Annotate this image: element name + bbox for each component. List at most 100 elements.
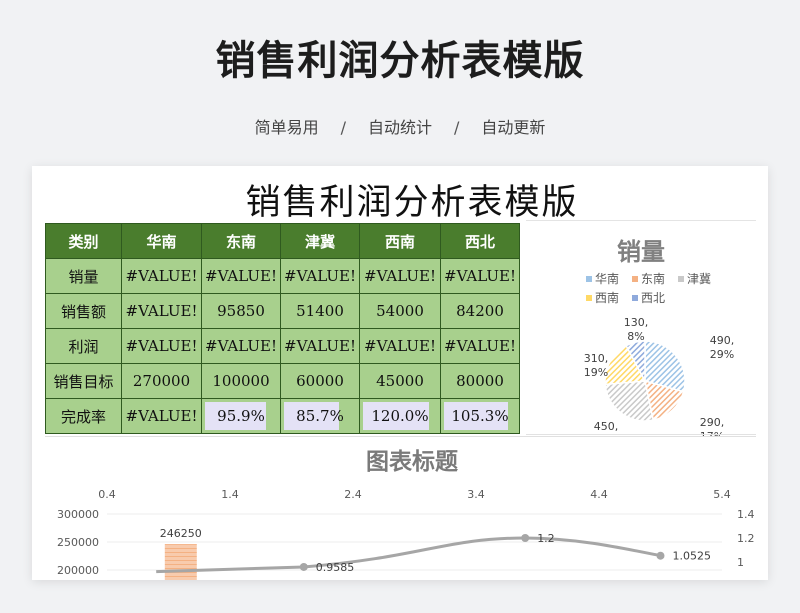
page-title: 销售利润分析表模版 bbox=[215, 38, 585, 84]
bar bbox=[164, 544, 197, 580]
sales-table: 类别 华南 东南 津冀 西南 西北 销量 #VALUE! #VALUE! #VA… bbox=[45, 223, 520, 434]
slice-label: 490, bbox=[710, 334, 735, 347]
row-label[interactable]: 销量 bbox=[45, 258, 122, 294]
slice-label: 290, bbox=[700, 416, 725, 429]
pie-slice bbox=[625, 340, 646, 382]
y-axis-tick-label: 300000 bbox=[57, 508, 99, 521]
header-cell[interactable]: 东南 bbox=[201, 223, 281, 259]
completion-cell[interactable]: 120.0% bbox=[359, 398, 441, 434]
bar-data-label: 246250 bbox=[160, 527, 202, 540]
table-cell[interactable]: #VALUE! bbox=[121, 258, 202, 294]
completion-cell[interactable]: 105.3% bbox=[440, 398, 520, 434]
y2-axis-tick-label: 1.4 bbox=[737, 508, 755, 521]
table-cell[interactable]: 80000 bbox=[440, 363, 520, 399]
table-cell[interactable]: #VALUE! bbox=[440, 328, 520, 364]
legend-label: 华南 bbox=[595, 271, 619, 286]
table-cell[interactable]: 51400 bbox=[280, 293, 360, 329]
slice-percent: 17% bbox=[700, 430, 724, 436]
table-cell[interactable]: #VALUE! bbox=[280, 328, 360, 364]
line-data-label: 1.2 bbox=[537, 532, 555, 545]
completion-cell[interactable]: 95.9% bbox=[201, 398, 281, 434]
table-row: 利润 #VALUE! #VALUE! #VALUE! #VALUE! #VALU… bbox=[45, 328, 520, 364]
y2-axis-tick-label: 1.2 bbox=[737, 532, 755, 545]
header-cell[interactable]: 西北 bbox=[440, 223, 520, 259]
completion-cell[interactable]: 85.7% bbox=[280, 398, 360, 434]
table-cell[interactable]: 54000 bbox=[359, 293, 441, 329]
header-cell[interactable]: 西南 bbox=[359, 223, 441, 259]
pie-slice bbox=[644, 340, 686, 393]
line-point bbox=[656, 551, 665, 560]
chart-area bbox=[45, 436, 756, 580]
y-axis-tick-label: 200000 bbox=[57, 564, 99, 577]
slice-label: 310, bbox=[584, 352, 609, 365]
x-axis-tick-label: 4.4 bbox=[590, 488, 608, 501]
y2-axis-tick-label: 1 bbox=[737, 556, 744, 569]
row-label[interactable]: 销售额 bbox=[45, 293, 122, 329]
line-point bbox=[299, 562, 308, 571]
line-data-label: 0.9585 bbox=[316, 561, 355, 574]
header-cell[interactable]: 类别 bbox=[45, 223, 122, 259]
tag-auto-stats: 自动统计 bbox=[367, 118, 432, 137]
header-cell[interactable]: 津冀 bbox=[280, 223, 360, 259]
x-axis-tick-label: 5.4 bbox=[713, 488, 731, 501]
x-axis-tick-label: 1.4 bbox=[221, 488, 239, 501]
table-cell[interactable]: #VALUE! bbox=[359, 258, 441, 294]
table-cell[interactable]: 95850 bbox=[201, 293, 281, 329]
row-label[interactable]: 完成率 bbox=[45, 398, 122, 434]
y-axis-tick-label: 250000 bbox=[57, 536, 99, 549]
table-cell[interactable]: #VALUE! bbox=[359, 328, 441, 364]
legend-swatch bbox=[632, 276, 638, 282]
pie-chart-title: 销量 bbox=[617, 237, 665, 266]
legend-label: 西北 bbox=[641, 291, 665, 305]
table-cell[interactable]: #VALUE! bbox=[121, 328, 202, 364]
legend-label: 东南 bbox=[641, 271, 665, 286]
row-label[interactable]: 销售目标 bbox=[45, 363, 122, 399]
table-row: 完成率 #VALUE! 95.9% 85.7% 120.0% 105.3% bbox=[45, 398, 520, 434]
table-cell[interactable]: #VALUE! bbox=[121, 293, 202, 329]
completion-value: 95.9% bbox=[217, 407, 265, 425]
legend-swatch bbox=[586, 276, 592, 282]
pie-slice bbox=[604, 344, 647, 386]
spreadsheet-preview: 销售利润分析表模版 类别 华南 东南 津冀 西南 西北 销量 #VALUE! #… bbox=[32, 166, 768, 580]
x-axis-tick-label: 3.4 bbox=[467, 488, 485, 501]
slice-label: 450, bbox=[594, 420, 619, 433]
legend-swatch bbox=[632, 295, 638, 301]
slice-label: 130, bbox=[624, 316, 649, 329]
combo-chart-title: 图表标题 bbox=[366, 448, 458, 475]
tag-easy: 简单易用 bbox=[254, 118, 319, 137]
slice-percent: 8% bbox=[627, 330, 644, 343]
divider bbox=[526, 434, 756, 435]
table-cell[interactable]: 84200 bbox=[440, 293, 520, 329]
row-label[interactable]: 利润 bbox=[45, 328, 122, 364]
divider bbox=[526, 220, 756, 221]
table-cell[interactable]: #VALUE! bbox=[121, 398, 202, 434]
sheet-title: 销售利润分析表模版 bbox=[245, 183, 579, 223]
completion-bar bbox=[284, 402, 339, 430]
header-cell[interactable]: 华南 bbox=[121, 223, 202, 259]
feature-tags: 简单易用 / 自动统计 / 自动更新 bbox=[0, 114, 800, 138]
completion-value: 120.0% bbox=[371, 407, 429, 425]
table-cell[interactable]: 270000 bbox=[121, 363, 202, 399]
x-axis-tick-label: 0.4 bbox=[98, 488, 116, 501]
table-cell[interactable]: 100000 bbox=[201, 363, 281, 399]
table-cell[interactable]: 45000 bbox=[359, 363, 441, 399]
table-row: 销售额 #VALUE! 95850 51400 54000 84200 bbox=[45, 293, 520, 329]
table-cell[interactable]: 60000 bbox=[280, 363, 360, 399]
slice-percent: 27% bbox=[594, 434, 618, 436]
table-row: 销售目标 270000 100000 60000 45000 80000 bbox=[45, 363, 520, 399]
table-cell[interactable]: #VALUE! bbox=[201, 258, 281, 294]
table-cell[interactable]: #VALUE! bbox=[280, 258, 360, 294]
table-cell[interactable]: #VALUE! bbox=[201, 328, 281, 364]
legend-label: 西南 bbox=[595, 290, 619, 305]
completion-value: 105.3% bbox=[451, 407, 509, 425]
legend-swatch bbox=[586, 295, 592, 301]
combo-chart: 0.4 1.4 2.4 3.4 4.4 5.4 300000 250000 200000 1.4 1… bbox=[57, 488, 755, 580]
completion-value: 85.7% bbox=[296, 407, 344, 425]
table-cell[interactable]: #VALUE! bbox=[440, 258, 520, 294]
slice-percent: 19% bbox=[584, 366, 608, 379]
pie-slice bbox=[644, 379, 685, 422]
completion-bar bbox=[205, 402, 267, 430]
legend-label: 津冀 bbox=[687, 272, 711, 286]
legend-swatch bbox=[678, 276, 684, 282]
